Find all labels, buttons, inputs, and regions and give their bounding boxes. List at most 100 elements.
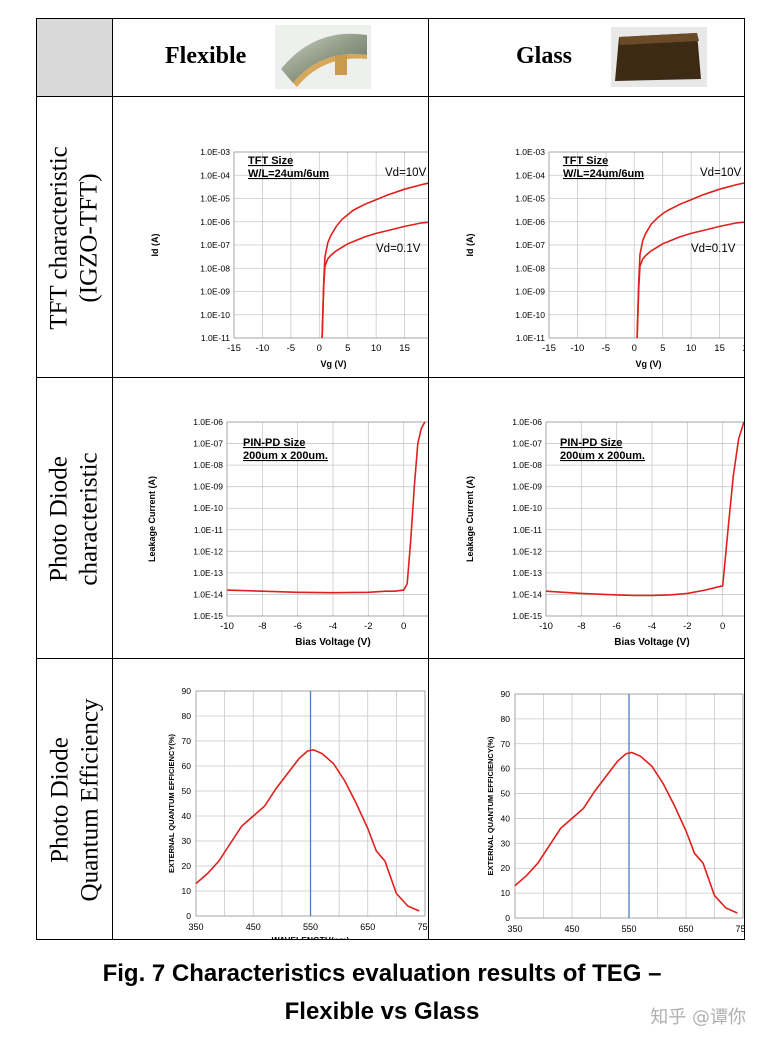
x-tick-label: 650 [678,924,693,934]
figure-caption-line1: Fig. 7 Characteristics evaluation result… [102,960,662,987]
y-tick-label: 1.0E-07 [515,240,545,250]
x-tick-label: -10 [571,343,585,354]
x-tick-label: -15 [542,343,556,354]
row-label-tft-line1: TFT characteristic [46,145,74,330]
series-label: Vd=0.1V [691,243,736,255]
y-tick-label: 1.0E-10 [193,503,223,513]
y-tick-label: 1.0E-09 [512,482,542,492]
y-axis-label: Id (A) [465,234,475,257]
grid-hline-2 [37,377,744,378]
y-tick-label: 1.0E-08 [512,460,542,470]
y-tick-label: 40 [501,813,511,823]
plot-frame [226,421,428,617]
y-tick-label: 60 [501,764,511,774]
y-tick-label: 1.0E-11 [201,333,230,343]
x-tick-label: 10 [686,343,697,354]
flexible-panel-photo [275,25,371,89]
y-tick-label: 10 [501,888,511,898]
series-label: Vd=10V [700,167,742,179]
grid-vline-1 [112,19,113,939]
x-tick-label: -10 [539,621,553,632]
row-label-tft: TFT characteristic (IGZO-TFT) [37,97,113,378]
annotation-title: TFT Size [563,155,608,167]
y-tick-label: 90 [182,686,192,696]
x-tick-label: 450 [564,924,579,934]
series-label: Vd=0.1V [376,243,421,255]
x-tick-label: 5 [345,343,350,354]
y-tick-label: 1.0E-11 [513,525,542,535]
y-axis-label: Leakage Current (A) [465,476,475,562]
x-tick-label: -6 [293,621,301,632]
y-tick-label: 1.0E-03 [515,147,545,157]
series-line-1 [321,221,428,339]
y-tick-label: 1.0E-10 [512,503,542,513]
y-tick-label: 0 [186,911,191,921]
y-tick-label: 1.0E-04 [200,170,230,180]
x-tick-label: 5 [660,343,665,354]
series-label: Vd=10V [385,167,427,179]
header-glass-title: Glass [516,43,573,69]
annotation-subtitle: 200um x 200um. [243,450,328,462]
y-tick-label: 1.0E-08 [193,460,223,470]
y-tick-label: 60 [182,761,192,771]
y-tick-label: 70 [182,736,192,746]
y-axis-label: EXTERNAL QUANTUM EFFICIENCY(%) [486,736,495,876]
y-tick-label: 1.0E-14 [193,589,223,599]
x-tick-label: -8 [258,621,266,632]
y-axis-label: Id (A) [150,234,160,257]
figure-caption-line2: Flexible vs Glass [284,998,480,1025]
row-label-pd-line1: Photo Diode [46,455,73,582]
y-axis-label: EXTERNAL QUANTUM EFFICIENCY(%) [167,733,176,873]
plot-frame [545,421,744,617]
y-tick-label: 1.0E-15 [512,611,542,621]
y-tick-label: 30 [501,838,511,848]
x-tick-label: -10 [256,343,270,354]
y-tick-label: 1.0E-07 [200,240,230,250]
y-tick-label: 1.0E-06 [512,417,542,427]
y-tick-label: 1.0E-05 [200,194,230,204]
x-tick-label: -2 [364,621,372,632]
y-tick-label: 1.0E-13 [193,568,223,578]
y-tick-label: 1.0E-10 [200,310,230,320]
x-axis-label: Vg (V) [636,359,662,369]
series-line-0 [226,421,426,594]
y-tick-label: 80 [501,714,511,724]
row-label-qe-line2: Quantum Efficiency [76,698,104,901]
y-tick-label: 1.0E-13 [512,568,542,578]
x-tick-label: -5 [602,343,610,354]
row-label-photodiode: Photo Diode characteristic [37,378,113,659]
x-tick-label: 350 [188,922,203,932]
y-tick-label: 40 [182,811,192,821]
row-label-tft-line2: (IGZO-TFT) [76,172,104,303]
x-tick-label: 750 [417,922,428,932]
x-tick-label: 650 [360,922,375,932]
x-tick-label: -2 [683,621,691,632]
series-line-0 [636,182,744,339]
x-tick-label: -10 [220,621,234,632]
y-tick-label: 1.0E-12 [512,546,542,556]
annotation-subtitle: W/L=24um/6um [248,168,329,180]
x-tick-label: 0 [632,343,637,354]
y-tick-label: 1.0E-10 [515,310,545,320]
pd-glass-chart: 1.0E-06 1.0E-07 1.0E-08 1.0E-09 1.0E-10 1.0E-… [465,417,744,648]
watermark: 知乎 @谭你 [650,1007,746,1028]
qe-glass-chart: 0 10 20 30 40 50 60 70 80 90 350 450 550 650 750 WAVELE… [486,689,744,939]
y-tick-label: 20 [182,861,192,871]
y-tick-label: 1.0E-05 [515,194,545,204]
series-line-0 [514,751,738,914]
x-tick-label: 20 [743,343,744,354]
y-tick-label: 80 [182,711,192,721]
y-tick-label: 90 [501,689,511,699]
row-label-qe: Photo Diode Quantum Efficiency [37,659,113,940]
x-tick-label: -4 [329,621,337,632]
y-tick-label: 30 [182,836,192,846]
x-axis-label: Bias Voltage (V) [295,637,370,648]
row-label-qe-line1: Photo Diode [46,736,74,863]
y-tick-label: 1.0E-04 [515,170,545,180]
series-line-0 [545,421,744,597]
y-tick-label: 50 [501,789,511,799]
x-tick-label: 750 [735,924,744,934]
annotation-subtitle: W/L=24um/6um [563,168,644,180]
y-tick-label: 1.0E-06 [200,217,230,227]
y-tick-label: 1.0E-03 [200,147,230,157]
